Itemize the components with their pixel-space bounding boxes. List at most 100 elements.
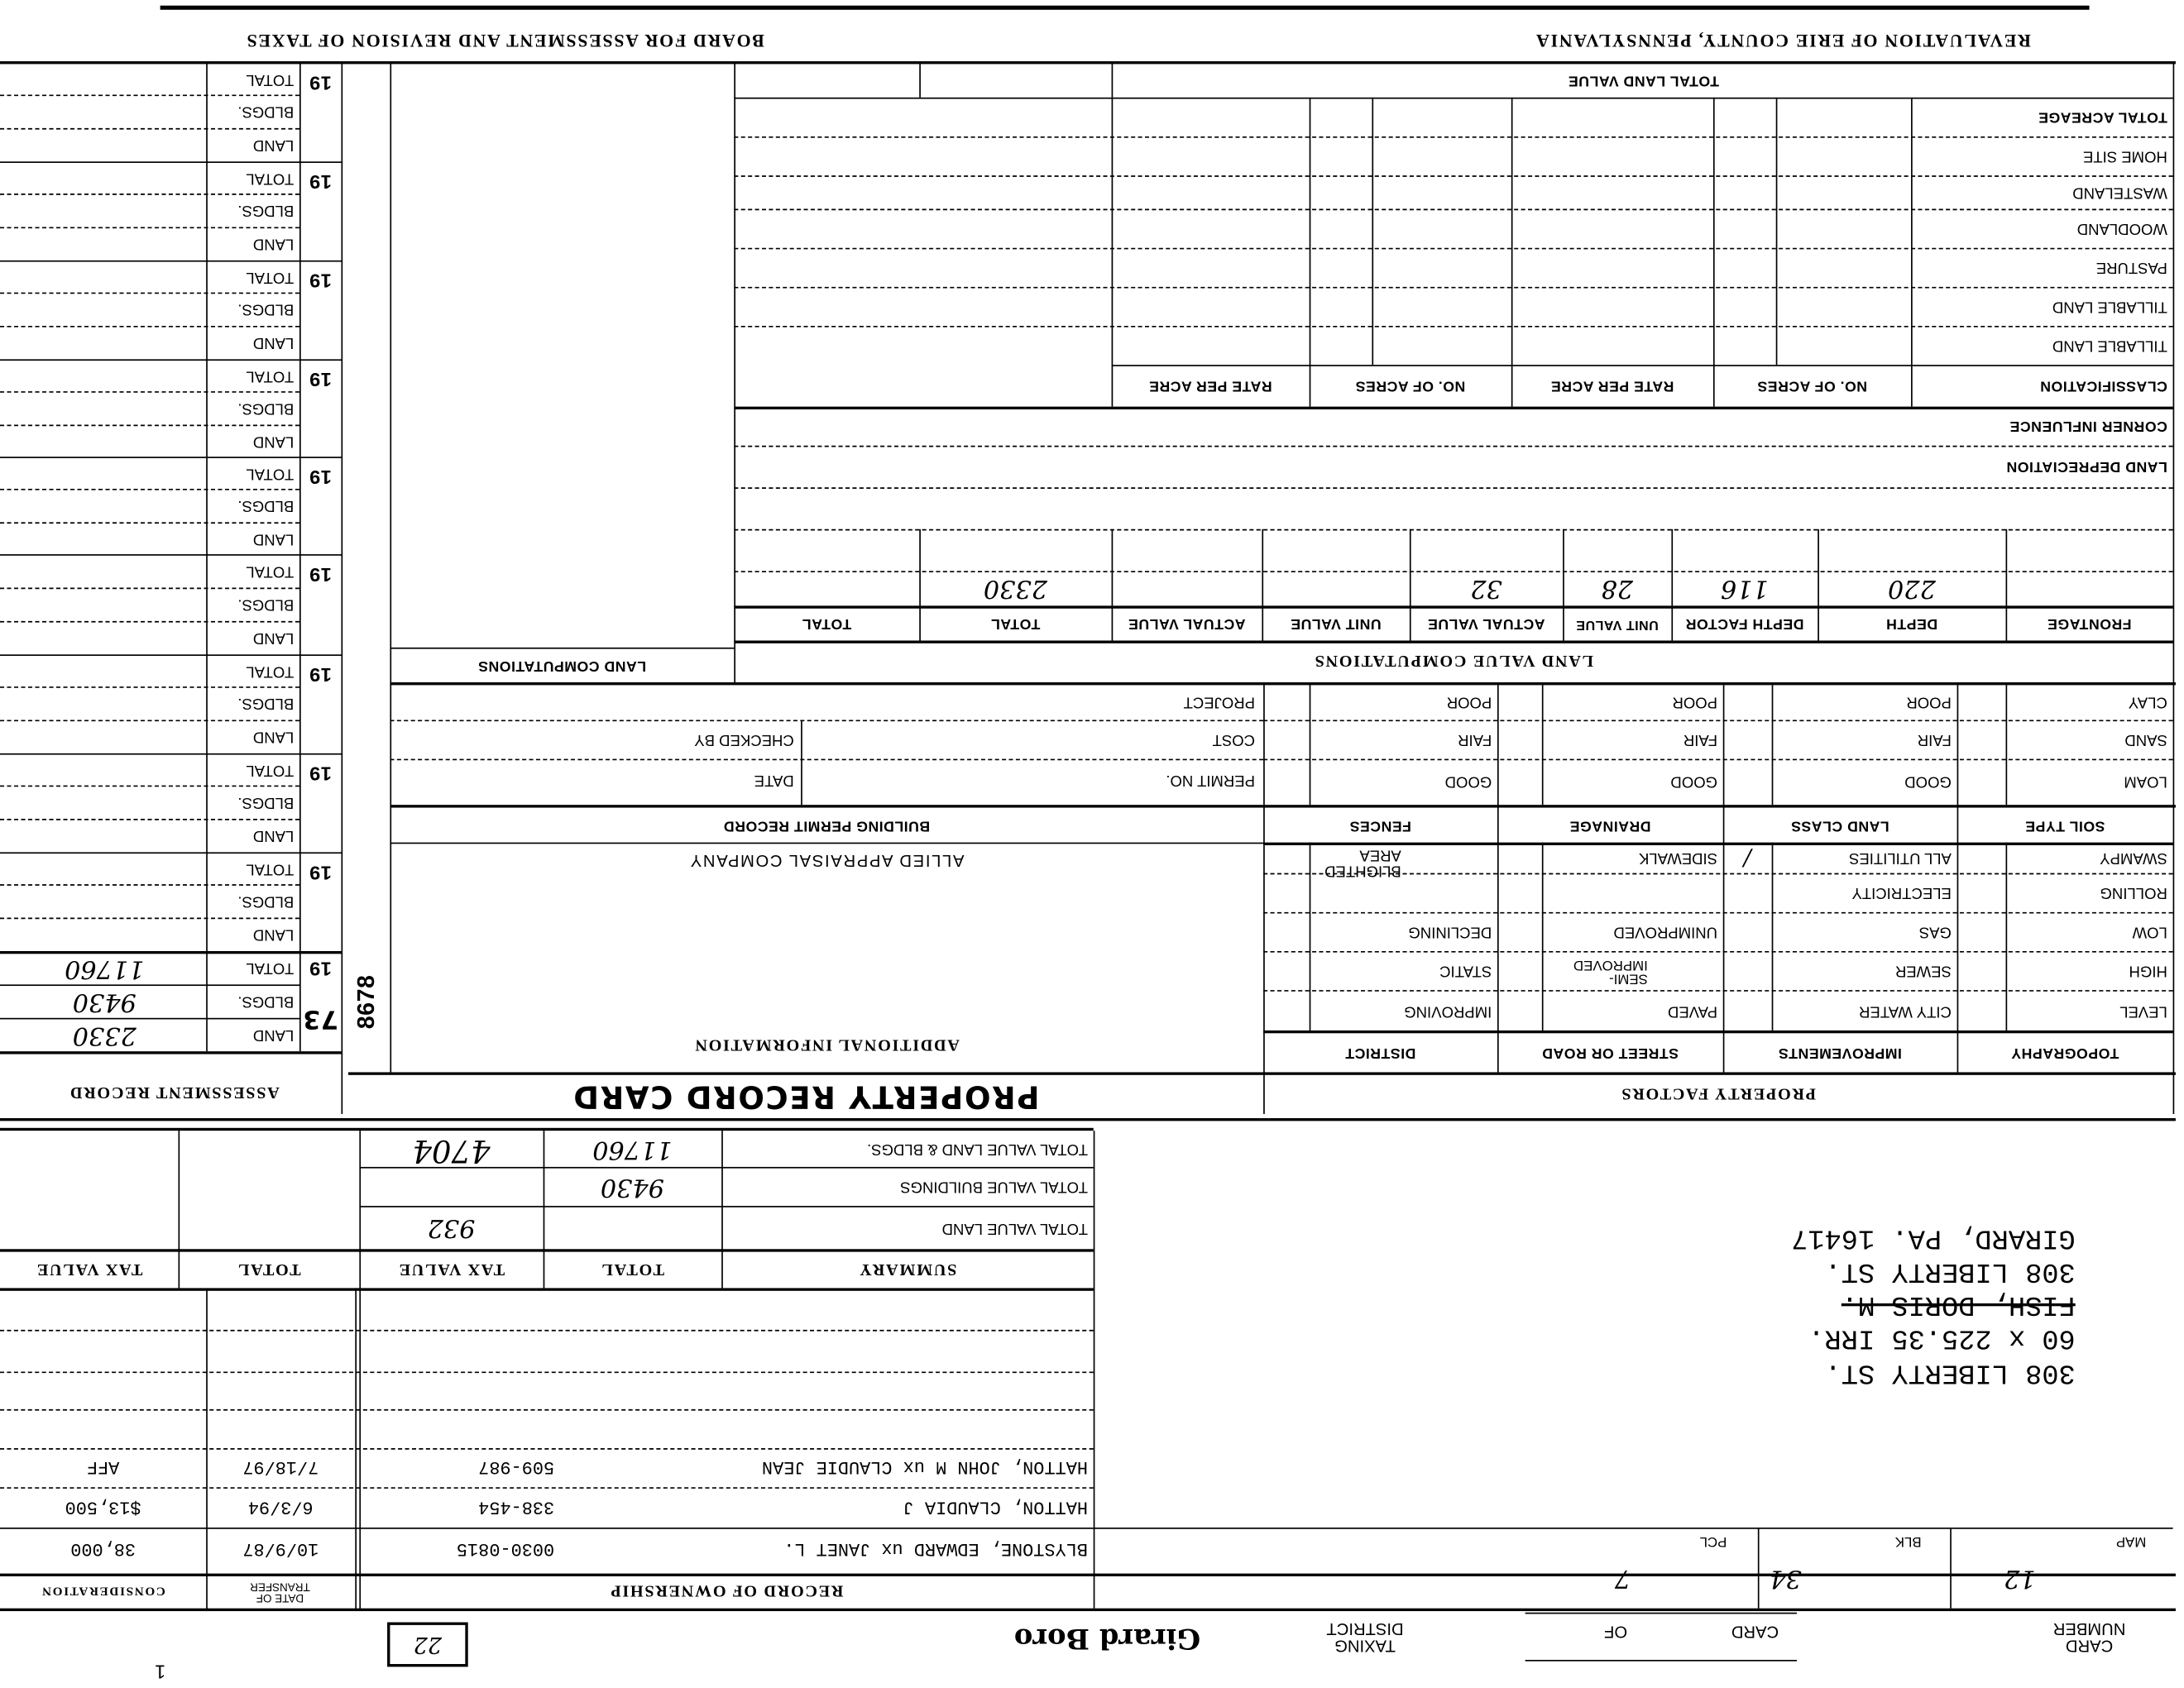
strip-number: 8678: [352, 973, 380, 1029]
rule-line: [0, 720, 299, 722]
rule-line: [0, 852, 342, 854]
taxing-district-label: TAXING DISTRICT: [1326, 1619, 1404, 1656]
rule-line: [0, 1608, 2176, 1612]
top-rule: [160, 5, 2090, 10]
soil-clay: CLAY: [2128, 693, 2167, 710]
year-prefix: 19: [309, 862, 332, 885]
cost-label: COST: [1212, 731, 1256, 748]
label-land: LAND: [252, 136, 295, 155]
rule-line: [178, 1131, 180, 1289]
rule-line: [0, 1573, 2176, 1576]
checked-by-label: CHECKED BY: [694, 731, 794, 748]
depth-value: 220: [1887, 574, 1936, 604]
rule-line: [206, 1288, 208, 1612]
label-total: TOTAL: [246, 70, 295, 88]
district-improving: IMPROVING: [1404, 1002, 1492, 1020]
rule-line: [0, 1249, 1094, 1252]
rule-line: [0, 753, 342, 755]
date-of-transfer-header: DATE OF TRANSFER: [250, 1580, 310, 1604]
rule-line: [0, 1127, 1094, 1131]
street-unimproved: UNIMPROVED: [1613, 924, 1718, 941]
rule-line: [0, 457, 342, 458]
rule-line: [734, 247, 2173, 250]
board-title: BOARD FOR ASSESSMENT AND REVISION OF TAX…: [245, 31, 764, 53]
topo-swampy: SWAMPY: [2100, 849, 2167, 868]
topo-level: LEVEL: [2119, 1002, 2167, 1020]
land-class-poor: POOR: [1906, 693, 1952, 710]
rule-line: [390, 720, 1264, 722]
label-bldgs: BLDGS.: [237, 103, 295, 121]
label-land: LAND: [252, 433, 295, 450]
col-depth-factor: DEPTH FACTOR: [1685, 615, 1804, 633]
rule-line: [206, 62, 208, 1052]
rule-line: [0, 654, 342, 657]
land-class-header: LAND CLASS: [1790, 816, 1889, 834]
property-line: 308 LIBERTY ST.: [1824, 1255, 2076, 1287]
rule-line: [2005, 682, 2008, 806]
label-bldgs: BLDGS.: [237, 400, 295, 418]
rule-line: [1111, 62, 1114, 407]
additional-information-title: ADDITIONAL INFORMATION: [693, 1035, 960, 1056]
rule-line: [0, 1528, 1094, 1529]
label-total: TOTAL: [246, 761, 295, 779]
rule-line: [734, 325, 2173, 328]
rule-line: [1541, 682, 1544, 806]
imp-all-utilities: ALL UTILITIES: [1849, 849, 1952, 868]
appraiser-name: ALLIED APPRAISAL COMPANY: [689, 850, 965, 871]
row-home-site: HOME SITE: [2082, 148, 2167, 165]
rule-line: [1263, 950, 2173, 953]
rule-line: [1263, 990, 2173, 992]
card-label: CARD: [1731, 1622, 1779, 1643]
rule-line: [1956, 682, 1959, 1073]
col-total: TOTAL: [802, 615, 852, 633]
map-label: MAP: [2115, 1533, 2147, 1549]
owner-name: HATTON, JOHN M ux CLAUDIE JEAN: [761, 1456, 1088, 1479]
district-blighted-area: BLIGHTED AREA: [1324, 846, 1401, 879]
owner-name: BLYSTONE, EDWARD ux JANET L.: [783, 1539, 1088, 1561]
summary-total-header: TOTAL: [237, 1260, 301, 1280]
summary-total-land-bldgs: 11760: [592, 1135, 673, 1164]
rule-line: [2172, 62, 2175, 1114]
drainage-fair: FAIR: [1683, 731, 1718, 748]
summary-label-land: TOTAL VALUE LAND: [941, 1219, 1088, 1237]
label-land: LAND: [252, 530, 295, 548]
rule-line: [1263, 682, 1265, 1114]
soil-type-header: SOIL TYPE: [2024, 816, 2105, 834]
of-label: OF: [1604, 1622, 1628, 1643]
land-value-computations-title: LAND VALUE COMPUTATIONS: [1313, 651, 1593, 672]
taxing-district-value: Girard Boro: [1013, 1622, 1201, 1656]
rule-line: [734, 445, 2173, 447]
permit-no-label: PERMIT NO.: [1166, 772, 1256, 789]
fences-poor: POOR: [1446, 693, 1492, 710]
summary-total-land: [544, 1206, 722, 1249]
row-tillable-land: TILLABLE LAND: [2052, 299, 2167, 316]
district-header: DISTRICT: [1344, 1045, 1416, 1062]
rule-line: [1263, 720, 2173, 722]
fences-header: FENCES: [1349, 816, 1411, 834]
total-land-value-label: TOTAL LAND VALUE: [1568, 72, 1720, 90]
label-total: TOTAL: [246, 465, 295, 482]
deed-book: 338-454: [478, 1496, 555, 1518]
label-total: TOTAL: [246, 367, 295, 385]
rule-line: [0, 785, 299, 787]
rule-line: [359, 1166, 1094, 1169]
rule-line: [2005, 842, 2008, 1030]
soil-sand: SAND: [2124, 731, 2167, 748]
row-woodland: WOODLAND: [2076, 220, 2167, 238]
label-land: LAND: [252, 334, 295, 352]
rule-line: [543, 1131, 545, 1289]
imp-electricity: ELECTRICITY: [1851, 884, 1952, 902]
depth-factor-value: 116: [1720, 574, 1769, 604]
rule-line: [1372, 97, 1374, 366]
label-total: TOTAL: [246, 268, 295, 286]
rule-line: [919, 62, 921, 98]
land-depreciation-label: LAND DEPRECIATION: [2005, 458, 2167, 476]
soil-loam: LOAM: [2124, 773, 2167, 791]
summary-tax-buildings: [359, 1167, 543, 1206]
col-depth: DEPTH: [1885, 615, 1938, 633]
summary-tax-header: TAX VALUE: [36, 1260, 143, 1280]
rule-line: [0, 1017, 299, 1020]
rule-line: [1563, 528, 1564, 641]
rule-line: [734, 208, 2173, 211]
rule-line: [0, 950, 342, 954]
